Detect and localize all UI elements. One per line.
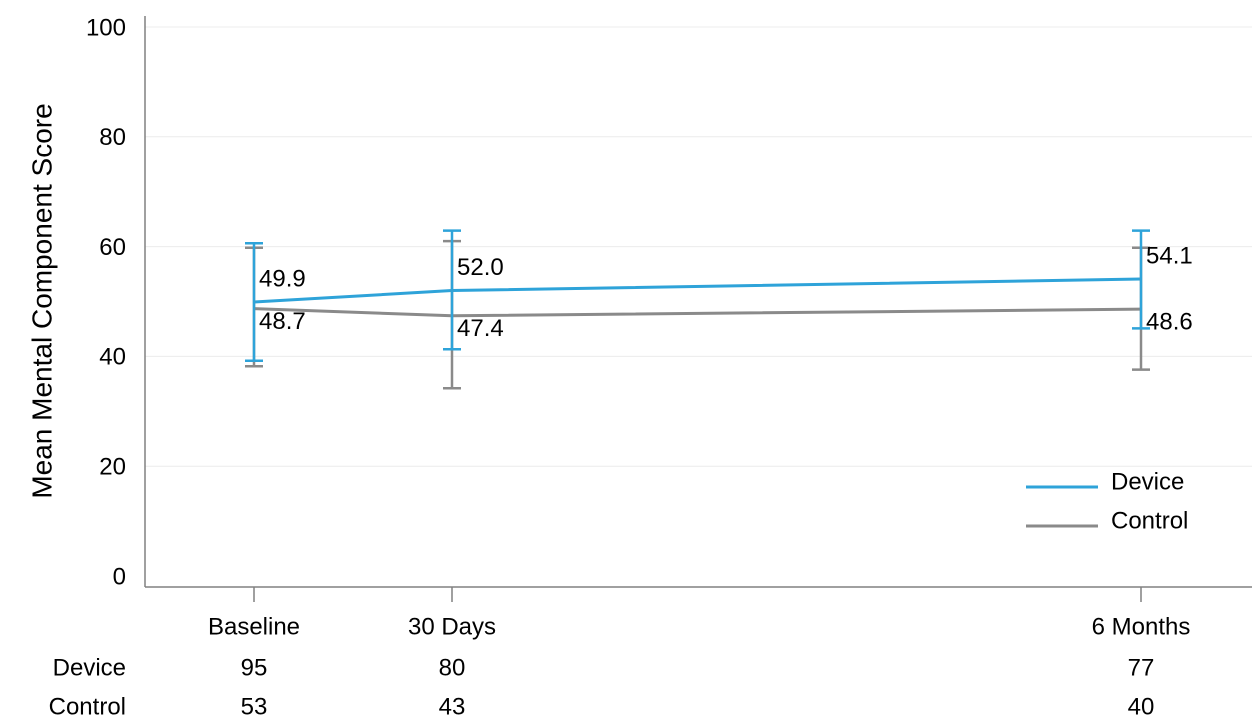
data-label-control: 48.6 [1146, 309, 1193, 336]
y-tick-label: 20 [99, 454, 126, 481]
legend-label-device: Device [1111, 468, 1184, 495]
data-label-device: 49.9 [259, 265, 306, 292]
y-tick-label: 0 [113, 563, 126, 590]
data-label-control: 47.4 [457, 315, 504, 342]
count-row-label-control: Control [49, 693, 126, 720]
y-tick-label: 60 [99, 234, 126, 261]
legend-label-control: Control [1111, 507, 1188, 534]
x-ticks: Baseline 30 Days 6 Months [208, 587, 1190, 640]
y-tick-label: 80 [99, 124, 126, 151]
sample-size-table: Device 95 80 77 Control 53 43 40 [49, 654, 1155, 720]
count-value-control: 43 [439, 693, 466, 720]
x-tick-label: 6 Months [1092, 613, 1191, 640]
count-value-device: 77 [1128, 654, 1155, 681]
count-value-control: 40 [1128, 693, 1155, 720]
y-tick-label: 40 [99, 344, 126, 371]
data-label-control: 48.7 [259, 308, 306, 335]
x-tick-label: Baseline [208, 613, 300, 640]
x-tick-label: 30 Days [408, 613, 496, 640]
data-label-device: 54.1 [1146, 242, 1193, 269]
count-row-label-device: Device [53, 654, 126, 681]
series-line-control [253, 307, 1142, 318]
y-tick-label: 100 [86, 14, 126, 41]
count-value-control: 53 [241, 693, 268, 720]
grid [145, 26, 1252, 467]
data-label-device: 52.0 [457, 254, 504, 281]
count-value-device: 95 [241, 654, 268, 681]
axes [144, 16, 1252, 588]
series-line-device [253, 277, 1142, 304]
legend: Device Control [1026, 468, 1188, 534]
series [253, 277, 1142, 318]
y-axis-title: Mean Mental Component Score [26, 103, 57, 498]
y-tick-labels: 0 20 40 60 80 100 [86, 14, 126, 590]
data-labels: 49.9 52.0 54.1 48.7 47.4 48.6 [259, 242, 1193, 342]
error-bars [245, 229, 1150, 390]
count-value-device: 80 [439, 654, 466, 681]
